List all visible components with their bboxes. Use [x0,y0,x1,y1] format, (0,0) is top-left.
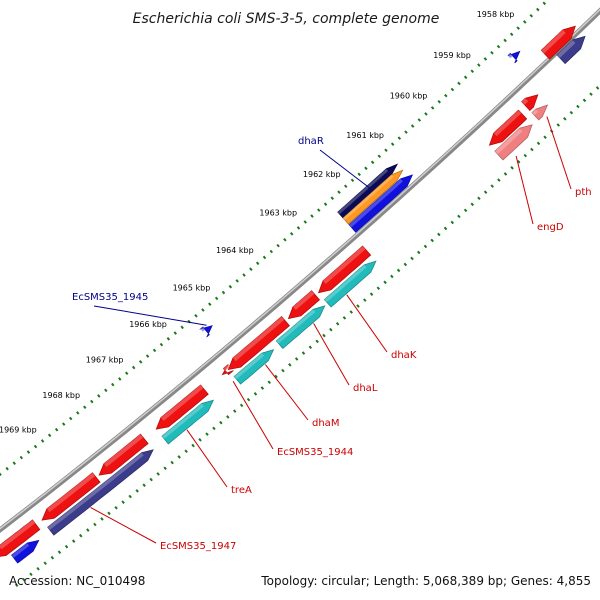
leader-line [90,507,157,544]
gene-labels: dhaR EcSMS35_1945 pth engD dhaK dhaL dhaM EcSMS… [72,136,592,552]
leader-line [546,116,572,190]
gene-label: dhaK [391,350,417,361]
tick-label: 1958 kbp [477,10,515,19]
tick-label: 1963 kbp [259,208,297,217]
gene-block [531,104,549,121]
treA-gene [155,384,209,430]
leader-line [186,429,228,488]
kbp-tick-labels: 1958 kbp 1959 kbp 1960 kbp 1961 kbp 1962 kbp… [0,10,514,435]
gene-label: EcSMS35_1944 [277,447,353,458]
gene-block [521,94,539,111]
backbone-highlight [0,8,600,530]
leader-line [346,294,388,353]
tick-label: 1966 kbp [129,320,167,329]
inner-tick-dots [14,83,600,587]
leader-line [319,149,371,189]
tick-label: 1964 kbp [216,246,254,255]
gene-block [323,260,377,308]
gene-block [221,364,234,376]
tick-label: 1962 kbp [303,170,341,179]
gene-block [233,349,275,385]
leader-line [232,380,274,450]
tick-label: 1959 kbp [433,51,471,60]
gene-block [161,399,215,445]
leader-line [265,364,309,421]
accession-text: Accession: NC_010498 [9,574,146,588]
genome-backbone [0,7,600,534]
outer-tick-dots [0,0,550,477]
gene-label: EcSMS35_1945 [72,292,148,303]
gene-label: engD [537,222,564,233]
gene-block [98,433,149,476]
gene-block [11,539,40,564]
gene-block [494,124,533,161]
dhaL-gene [287,290,321,320]
inner-tick-track [14,83,600,587]
outer-tick-track [0,0,550,477]
leader-line [515,155,534,225]
gene-tracks [0,25,586,564]
gene-label: treA [231,485,252,496]
label-leader-lines [90,116,572,544]
gene-label: dhaL [353,383,378,394]
gene-label: EcSMS35_1947 [160,541,236,552]
tick-label: 1968 kbp [42,391,80,400]
leader-line [93,305,207,326]
tick-label: 1969 kbp [0,426,37,435]
backbone-line [0,7,600,534]
dhaM-gene [227,316,290,371]
gene-block [556,35,586,65]
gene-label: dhaM [312,418,339,429]
tick-label: 1965 kbp [173,283,211,292]
map-title: Escherichia coli SMS-3-5, complete genom… [133,11,440,27]
gene-block [47,449,154,536]
gene-block [41,472,101,521]
tick-label: 1961 kbp [346,131,384,140]
EcSMS35_1945-gene [199,325,213,338]
gene-block [488,109,528,146]
gene-block [507,50,521,64]
tick-label: 1967 kbp [86,356,124,365]
dhaK-gene [317,245,372,294]
gene-label: dhaR [298,136,324,147]
tick-label: 1960 kbp [390,91,428,100]
leader-line [313,323,350,386]
gene-block [540,25,576,60]
gene-block [342,169,404,225]
gene-label: pth [575,187,592,198]
gene-block [0,519,41,557]
gene-block [275,305,326,349]
gene-block [348,174,414,233]
topology-text: Topology: circular; Length: 5,068,389 bp… [261,574,591,588]
